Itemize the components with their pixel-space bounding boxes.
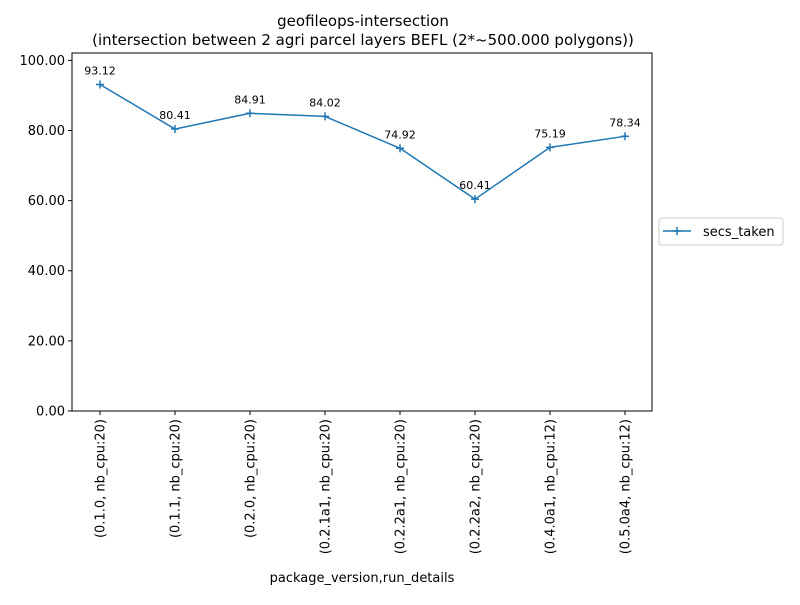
legend: secs_taken: [658, 217, 784, 246]
x-axis: (0.1.0, nb_cpu:20) (0.1.1, nb_cpu:20) (0.2…: [94, 411, 634, 554]
y-tick-label: 40.00: [28, 264, 65, 279]
series-line-secs-taken: [99, 83, 626, 200]
data-label: 93.12: [84, 64, 116, 77]
data-label: 60.41: [459, 179, 491, 192]
y-tick-label: 60.00: [28, 194, 65, 209]
data-point: [546, 143, 554, 152]
data-labels: 93.12 80.41 84.91 84.02 74.92 60.41 75.19 78.34: [84, 64, 641, 192]
legend-box: [658, 217, 784, 246]
data-point: [246, 109, 254, 118]
data-point: [171, 125, 179, 134]
y-tick-label: 20.00: [28, 334, 65, 349]
data-label: 75.19: [534, 127, 566, 140]
series-group: [96, 80, 629, 204]
data-point: [471, 195, 479, 204]
x-tick-label: (0.2.0, nb_cpu:20): [244, 419, 259, 538]
data-point: [621, 132, 629, 141]
data-point: [96, 80, 104, 89]
x-axis-label: package_version,run_details: [270, 571, 455, 586]
y-tick-label: 100.00: [20, 54, 66, 69]
y-tick-label: 80.00: [28, 124, 65, 139]
x-tick-label: (0.5.0a4, nb_cpu:12): [619, 419, 634, 554]
legend-label-secs-taken: secs_taken: [703, 225, 775, 240]
data-point: [321, 112, 329, 121]
data-label: 78.34: [609, 116, 641, 129]
chart-subtitle: (intersection between 2 agri parcel laye…: [92, 31, 634, 49]
data-label: 80.41: [159, 109, 191, 122]
chart-title: geofileops-intersection: [277, 12, 449, 30]
x-tick-label: (0.1.0, nb_cpu:20): [94, 419, 109, 538]
data-label: 84.02: [309, 96, 341, 109]
plot-area: [71, 52, 653, 412]
x-tick-label: (0.2.2a2, nb_cpu:20): [469, 419, 484, 554]
data-label: 74.92: [384, 128, 416, 141]
data-point: [396, 144, 404, 153]
legend-marker: [673, 227, 681, 235]
y-tick-label: 0.00: [36, 405, 65, 420]
x-tick-label: (0.2.1a1, nb_cpu:20): [319, 419, 334, 554]
x-tick-label: (0.1.1, nb_cpu:20): [169, 419, 184, 538]
y-axis: 0.00 20.00 40.00 60.00 80.00 100.00: [20, 54, 72, 420]
x-tick-label: (0.4.0a1, nb_cpu:12): [544, 419, 559, 554]
x-tick-label: (0.2.2a1, nb_cpu:20): [394, 419, 409, 554]
data-label: 84.91: [234, 93, 266, 106]
